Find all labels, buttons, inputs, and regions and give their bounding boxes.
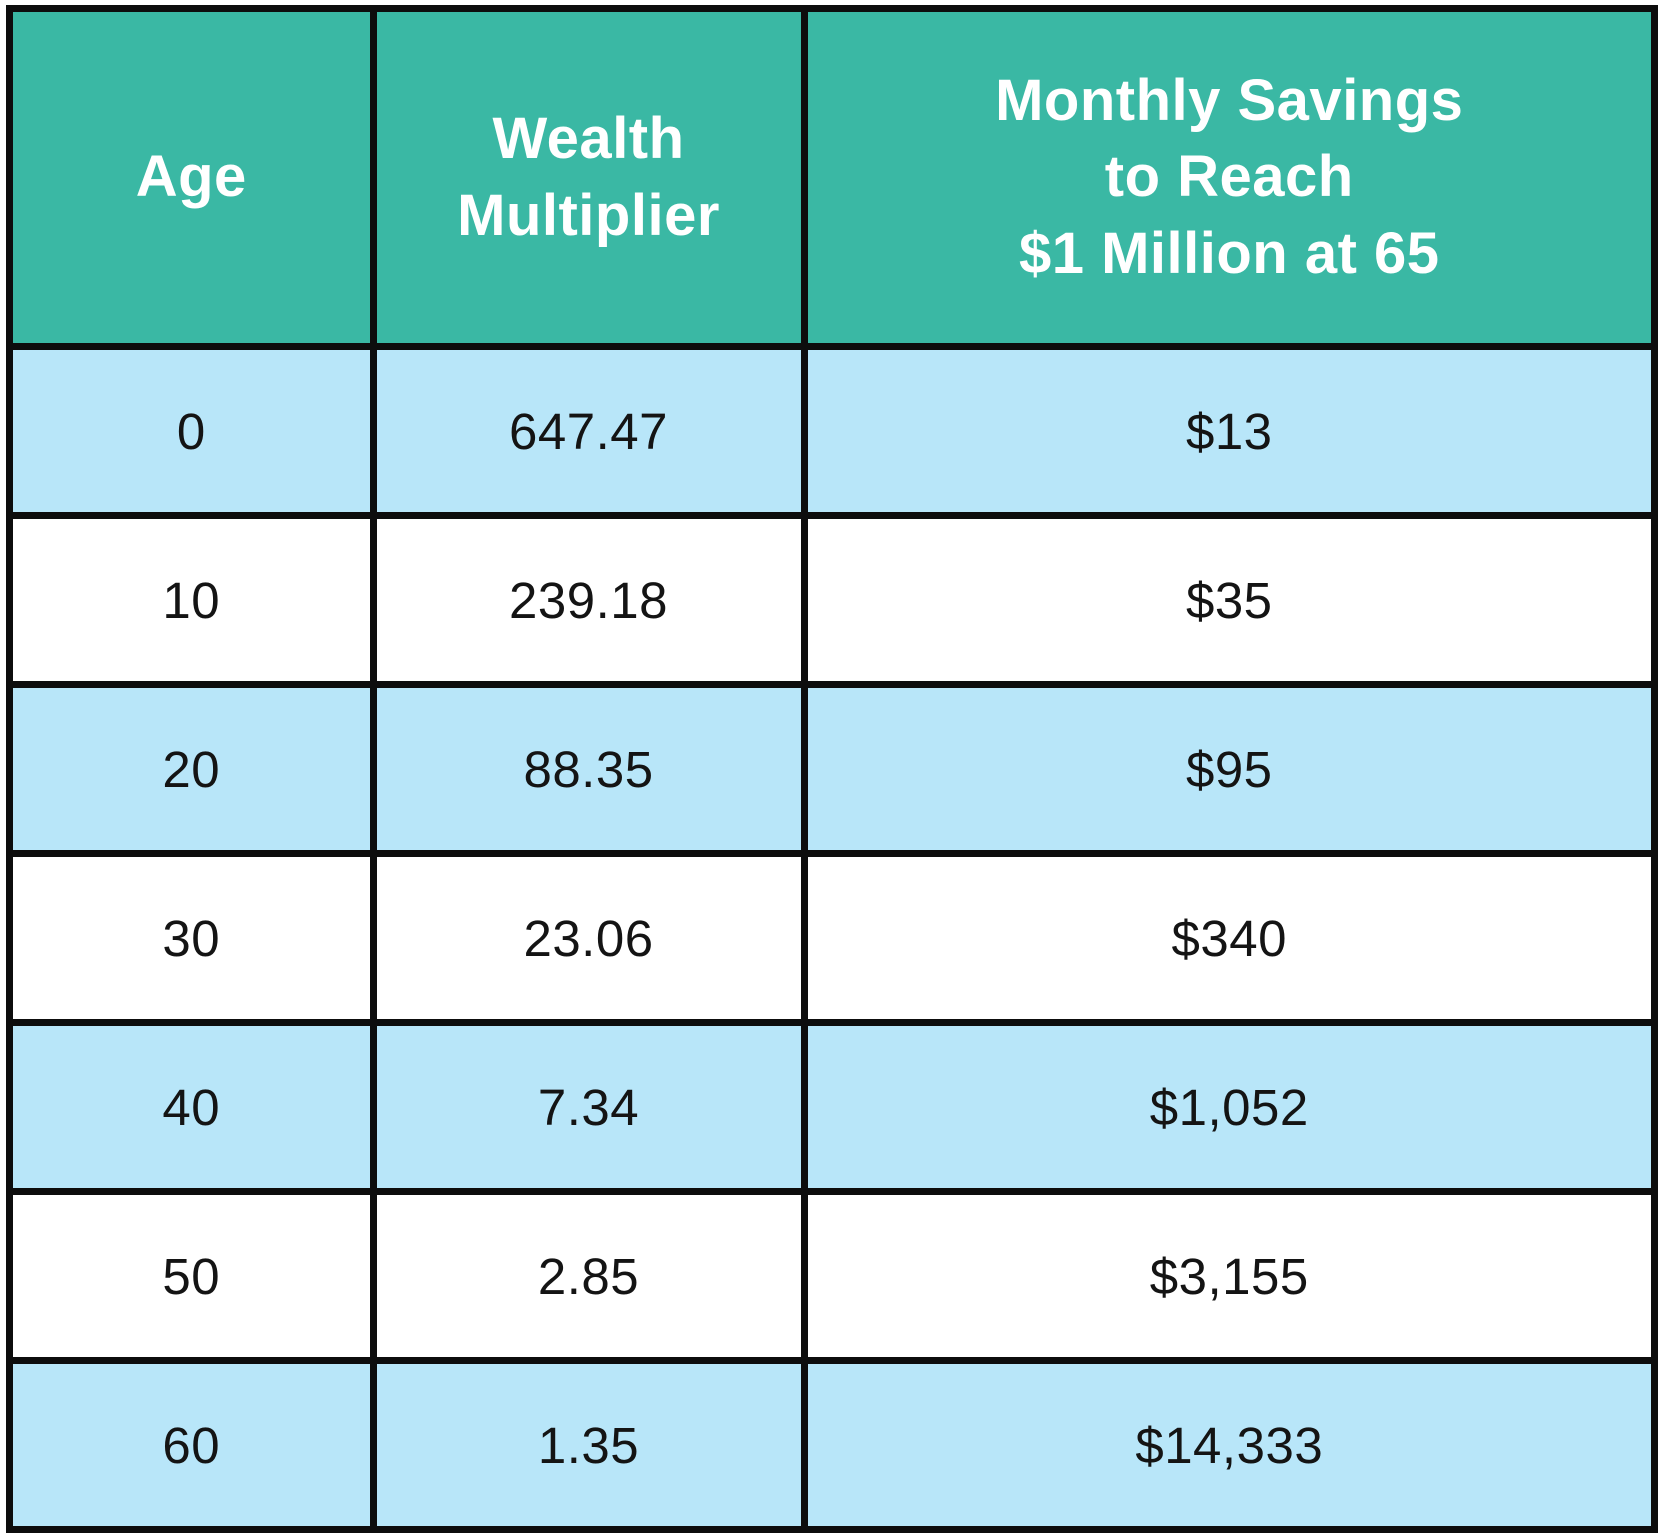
cell-savings: $3,155	[800, 1188, 1659, 1364]
cell-age: 20	[6, 681, 377, 857]
header-monthly-savings: Monthly Savings to Reach $1 Million at 6…	[800, 5, 1659, 350]
header-age: Age	[6, 5, 377, 350]
cell-age: 40	[6, 1019, 377, 1195]
cell-multiplier: 1.35	[369, 1357, 808, 1533]
cell-multiplier: 239.18	[369, 512, 808, 688]
wealth-multiplier-table: Age Wealth Multiplier Monthly Savings to…	[6, 5, 1659, 1533]
cell-age: 30	[6, 850, 377, 1026]
table-row: 60 1.35 $14,333	[6, 1357, 1659, 1533]
header-row: Age Wealth Multiplier Monthly Savings to…	[6, 5, 1659, 350]
table-row: 30 23.06 $340	[6, 850, 1659, 1026]
table-row: 0 647.47 $13	[6, 343, 1659, 519]
cell-age: 50	[6, 1188, 377, 1364]
cell-multiplier: 2.85	[369, 1188, 808, 1364]
header-wealth-multiplier: Wealth Multiplier	[369, 5, 808, 350]
table-header: Age Wealth Multiplier Monthly Savings to…	[6, 5, 1659, 350]
cell-multiplier: 7.34	[369, 1019, 808, 1195]
cell-multiplier: 88.35	[369, 681, 808, 857]
table-row: 50 2.85 $3,155	[6, 1188, 1659, 1364]
cell-savings: $340	[800, 850, 1659, 1026]
table-row: 20 88.35 $95	[6, 681, 1659, 857]
cell-age: 0	[6, 343, 377, 519]
cell-savings: $1,052	[800, 1019, 1659, 1195]
cell-savings: $14,333	[800, 1357, 1659, 1533]
cell-age: 10	[6, 512, 377, 688]
cell-savings: $95	[800, 681, 1659, 857]
cell-savings: $35	[800, 512, 1659, 688]
table-row: 40 7.34 $1,052	[6, 1019, 1659, 1195]
table-row: 10 239.18 $35	[6, 512, 1659, 688]
cell-savings: $13	[800, 343, 1659, 519]
cell-multiplier: 647.47	[369, 343, 808, 519]
wealth-multiplier-table-container: Age Wealth Multiplier Monthly Savings to…	[6, 5, 1659, 1533]
cell-age: 60	[6, 1357, 377, 1533]
cell-multiplier: 23.06	[369, 850, 808, 1026]
table-body: 0 647.47 $13 10 239.18 $35 20 88.35 $95 …	[6, 343, 1659, 1533]
